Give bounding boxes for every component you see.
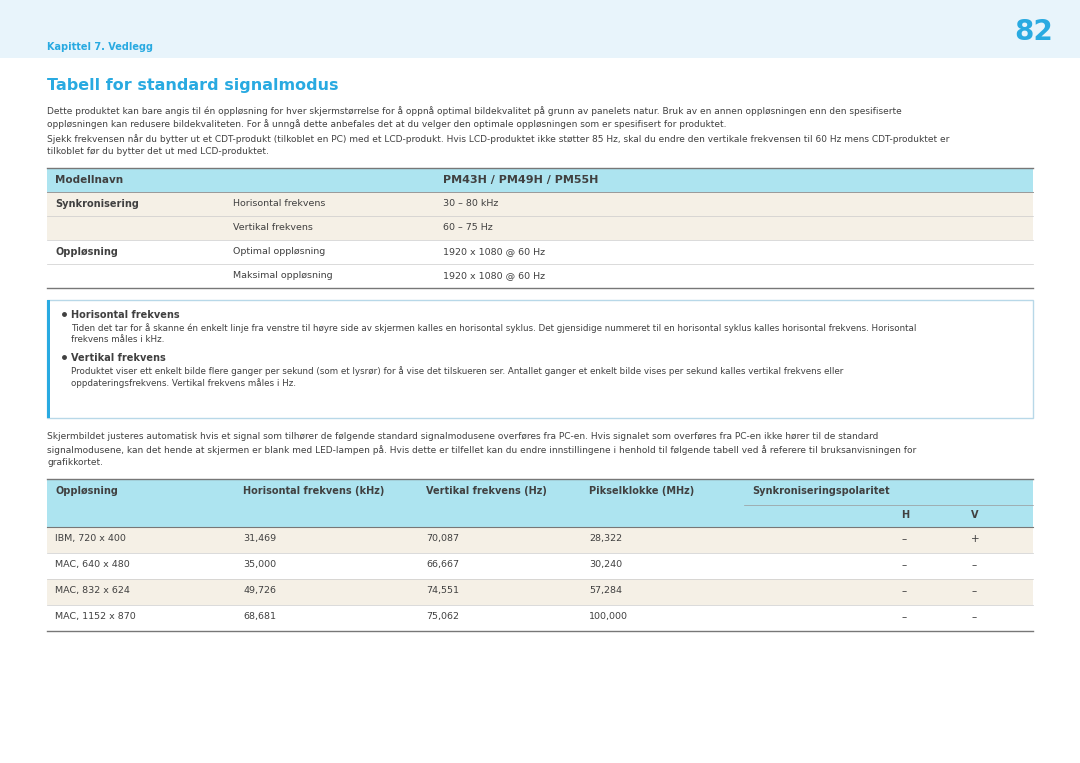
Text: Tiden det tar for å skanne én enkelt linje fra venstre til høyre side av skjerme: Tiden det tar for å skanne én enkelt lin… xyxy=(71,323,916,333)
Text: V: V xyxy=(971,510,978,520)
Text: 49,726: 49,726 xyxy=(243,586,276,595)
Text: Horisontal frekvens (kHz): Horisontal frekvens (kHz) xyxy=(243,486,384,496)
Text: MAC, 1152 x 870: MAC, 1152 x 870 xyxy=(55,612,136,621)
Text: 30 – 80 kHz: 30 – 80 kHz xyxy=(443,199,498,208)
Text: Skjermbildet justeres automatisk hvis et signal som tilhører de følgende standar: Skjermbildet justeres automatisk hvis et… xyxy=(48,432,878,441)
Text: 1920 x 1080 @ 60 Hz: 1920 x 1080 @ 60 Hz xyxy=(443,271,545,280)
Text: 74,551: 74,551 xyxy=(426,586,459,595)
Bar xyxy=(48,264,1032,288)
Bar xyxy=(48,553,1032,579)
Text: Optimal oppløsning: Optimal oppløsning xyxy=(233,247,325,256)
Text: frekvens måles i kHz.: frekvens måles i kHz. xyxy=(71,335,164,344)
Text: Dette produktet kan bare angis til én oppløsning for hver skjermstørrelse for å : Dette produktet kan bare angis til én op… xyxy=(48,106,902,116)
Text: Synkroniseringspolaritet: Synkroniseringspolaritet xyxy=(752,486,890,496)
Bar xyxy=(48,527,1032,553)
Bar xyxy=(48,505,1032,527)
Text: Vertikal frekvens: Vertikal frekvens xyxy=(71,353,165,363)
Text: oppdateringsfrekvens. Vertikal frekvens måles i Hz.: oppdateringsfrekvens. Vertikal frekvens … xyxy=(71,378,296,388)
Bar xyxy=(48,168,1032,192)
Text: –: – xyxy=(901,612,906,622)
Text: 57,284: 57,284 xyxy=(589,586,622,595)
Text: –: – xyxy=(901,586,906,596)
Text: 1920 x 1080 @ 60 Hz: 1920 x 1080 @ 60 Hz xyxy=(443,247,545,256)
Bar xyxy=(48,300,1032,418)
Text: PM43H / PM49H / PM55H: PM43H / PM49H / PM55H xyxy=(443,175,598,185)
Text: –: – xyxy=(971,612,976,622)
Text: 68,681: 68,681 xyxy=(243,612,276,621)
Text: Tabell for standard signalmodus: Tabell for standard signalmodus xyxy=(48,78,338,93)
Bar xyxy=(48,192,1032,216)
Text: 31,469: 31,469 xyxy=(243,534,276,543)
Bar xyxy=(48,479,1032,505)
Text: 60 – 75 Hz: 60 – 75 Hz xyxy=(443,223,492,232)
Bar xyxy=(48,300,50,418)
Text: MAC, 832 x 624: MAC, 832 x 624 xyxy=(55,586,130,595)
Text: oppløsningen kan redusere bildekvaliteten. For å unngå dette anbefales det at du: oppløsningen kan redusere bildekvalitete… xyxy=(48,119,727,129)
Bar xyxy=(48,240,1032,264)
Text: Pikselklokke (MHz): Pikselklokke (MHz) xyxy=(589,486,694,496)
Text: IBM, 720 x 400: IBM, 720 x 400 xyxy=(55,534,126,543)
Text: 30,240: 30,240 xyxy=(589,560,622,569)
Text: 75,062: 75,062 xyxy=(426,612,459,621)
Bar xyxy=(48,216,1032,240)
Text: Oppløsning: Oppløsning xyxy=(55,247,118,257)
Text: Modellnavn: Modellnavn xyxy=(55,175,123,185)
Text: H: H xyxy=(901,510,909,520)
Text: Horisontal frekvens: Horisontal frekvens xyxy=(233,199,325,208)
Bar xyxy=(48,300,1032,418)
Text: MAC, 640 x 480: MAC, 640 x 480 xyxy=(55,560,130,569)
Text: Horisontal frekvens: Horisontal frekvens xyxy=(71,310,179,320)
Text: +: + xyxy=(971,534,980,544)
Text: Sjekk frekvensen når du bytter ut et CDT-produkt (tilkoblet en PC) med et LCD-pr: Sjekk frekvensen når du bytter ut et CDT… xyxy=(48,134,949,144)
Text: 28,322: 28,322 xyxy=(589,534,622,543)
Text: signalmodusene, kan det hende at skjermen er blank med LED-lampen på. Hvis dette: signalmodusene, kan det hende at skjerme… xyxy=(48,445,916,455)
Text: 66,667: 66,667 xyxy=(426,560,459,569)
Text: Kapittel 7. Vedlegg: Kapittel 7. Vedlegg xyxy=(48,42,153,52)
Text: Produktet viser ett enkelt bilde flere ganger per sekund (som et lysrør) for å v: Produktet viser ett enkelt bilde flere g… xyxy=(71,366,843,376)
Bar xyxy=(48,605,1032,631)
Text: –: – xyxy=(901,560,906,570)
Text: –: – xyxy=(971,586,976,596)
Text: 35,000: 35,000 xyxy=(243,560,276,569)
Text: –: – xyxy=(901,534,906,544)
Text: Maksimal oppløsning: Maksimal oppløsning xyxy=(233,271,333,280)
Text: 70,087: 70,087 xyxy=(426,534,459,543)
Text: 82: 82 xyxy=(1014,18,1053,46)
Text: Vertikal frekvens (Hz): Vertikal frekvens (Hz) xyxy=(426,486,546,496)
Text: –: – xyxy=(971,560,976,570)
Bar xyxy=(48,579,1032,605)
Text: Synkronisering: Synkronisering xyxy=(55,199,139,209)
Text: Oppløsning: Oppløsning xyxy=(55,486,118,496)
Text: 100,000: 100,000 xyxy=(589,612,627,621)
Text: tilkoblet før du bytter det ut med LCD-produktet.: tilkoblet før du bytter det ut med LCD-p… xyxy=(48,147,269,156)
Text: Vertikal frekvens: Vertikal frekvens xyxy=(233,223,313,232)
Text: grafikkortet.: grafikkortet. xyxy=(48,458,103,467)
